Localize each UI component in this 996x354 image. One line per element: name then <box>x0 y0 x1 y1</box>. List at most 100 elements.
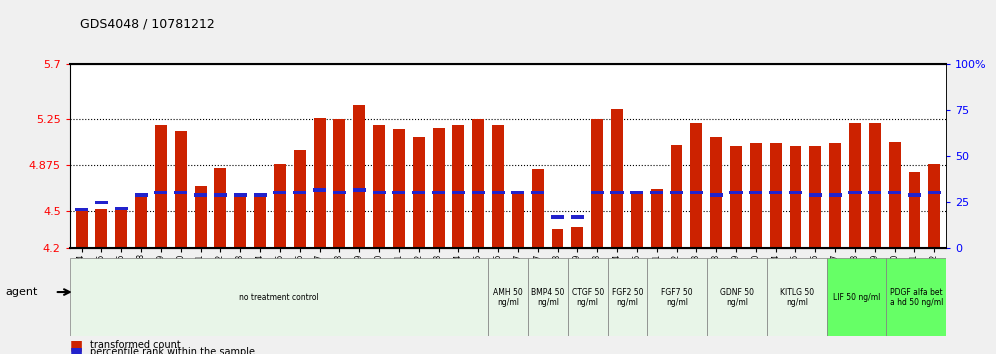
Bar <box>511 191 525 194</box>
Bar <box>115 207 127 210</box>
Bar <box>75 208 89 211</box>
Text: KITLG 50
ng/ml: KITLG 50 ng/ml <box>780 288 814 307</box>
Text: ■: ■ <box>70 345 83 354</box>
Text: ■: ■ <box>70 338 83 352</box>
Bar <box>670 191 683 194</box>
Bar <box>830 143 841 248</box>
Bar <box>452 125 464 248</box>
Bar <box>928 164 940 248</box>
Bar <box>829 193 842 197</box>
FancyBboxPatch shape <box>767 258 827 336</box>
Bar <box>412 137 424 248</box>
Bar <box>96 209 108 248</box>
Bar <box>512 194 524 248</box>
Bar <box>393 129 404 248</box>
Bar <box>908 172 920 248</box>
Bar <box>116 209 127 248</box>
Bar <box>592 119 604 248</box>
Bar <box>591 191 604 194</box>
Bar <box>849 122 861 248</box>
Text: PDGF alfa bet
a hd 50 ng/ml: PDGF alfa bet a hd 50 ng/ml <box>889 288 943 307</box>
Bar <box>95 201 108 204</box>
Bar <box>273 191 287 194</box>
Bar <box>174 191 187 194</box>
Bar <box>729 191 743 194</box>
Bar <box>690 122 702 248</box>
Bar <box>194 193 207 197</box>
Bar <box>412 191 425 194</box>
FancyBboxPatch shape <box>647 258 707 336</box>
Bar <box>532 169 544 248</box>
Text: GDS4048 / 10781212: GDS4048 / 10781212 <box>80 18 214 31</box>
Bar <box>690 191 703 194</box>
Bar <box>888 191 901 194</box>
Bar <box>274 164 286 248</box>
Bar <box>770 143 782 248</box>
Bar <box>572 227 584 248</box>
Bar <box>472 119 484 248</box>
Bar <box>869 122 880 248</box>
Bar <box>551 216 564 219</box>
Bar <box>354 105 366 248</box>
Bar <box>650 191 663 194</box>
Text: GDNF 50
ng/ml: GDNF 50 ng/ml <box>720 288 754 307</box>
Bar <box>374 125 385 248</box>
Bar <box>154 191 167 194</box>
Bar <box>373 191 385 194</box>
FancyBboxPatch shape <box>568 258 608 336</box>
Bar <box>313 188 326 192</box>
Bar <box>749 191 762 194</box>
Bar <box>531 191 544 194</box>
Text: LIF 50 ng/ml: LIF 50 ng/ml <box>833 293 880 302</box>
FancyBboxPatch shape <box>886 258 946 336</box>
Text: FGF2 50
ng/ml: FGF2 50 ng/ml <box>612 288 643 307</box>
Bar <box>710 137 722 248</box>
Bar <box>769 191 782 194</box>
Bar <box>155 125 167 248</box>
Bar <box>849 191 862 194</box>
Bar <box>234 193 247 197</box>
Bar <box>552 229 564 248</box>
Bar <box>294 150 306 248</box>
Bar <box>194 187 206 248</box>
Bar <box>630 191 643 194</box>
Bar <box>134 193 147 197</box>
Bar <box>730 146 742 248</box>
Bar <box>869 191 881 194</box>
FancyBboxPatch shape <box>488 258 528 336</box>
Bar <box>432 127 444 248</box>
FancyBboxPatch shape <box>827 258 886 336</box>
Bar <box>612 109 622 248</box>
Bar <box>452 191 465 194</box>
Bar <box>214 168 226 248</box>
Bar <box>334 119 346 248</box>
Text: AMH 50
ng/ml: AMH 50 ng/ml <box>493 288 523 307</box>
FancyBboxPatch shape <box>608 258 647 336</box>
FancyBboxPatch shape <box>70 258 488 336</box>
Bar <box>888 142 900 248</box>
Bar <box>650 189 662 248</box>
Bar <box>293 191 307 194</box>
Text: no treatment control: no treatment control <box>239 293 319 302</box>
Bar <box>254 193 267 197</box>
Text: BMP4 50
ng/ml: BMP4 50 ng/ml <box>531 288 565 307</box>
Bar <box>392 191 405 194</box>
FancyBboxPatch shape <box>707 258 767 336</box>
Bar <box>908 193 921 197</box>
Bar <box>353 188 366 192</box>
Bar <box>214 193 227 197</box>
Bar <box>175 131 186 248</box>
Bar <box>491 191 505 194</box>
Bar <box>135 193 147 248</box>
Bar <box>492 125 504 248</box>
Bar <box>76 209 88 248</box>
Text: transformed count: transformed count <box>90 340 180 350</box>
Bar <box>670 145 682 248</box>
Text: FGF7 50
ng/ml: FGF7 50 ng/ml <box>661 288 693 307</box>
Bar <box>927 191 941 194</box>
Bar <box>571 216 584 219</box>
Bar <box>630 194 642 248</box>
Bar <box>333 191 346 194</box>
Text: percentile rank within the sample: percentile rank within the sample <box>90 347 255 354</box>
Text: agent: agent <box>5 287 38 297</box>
